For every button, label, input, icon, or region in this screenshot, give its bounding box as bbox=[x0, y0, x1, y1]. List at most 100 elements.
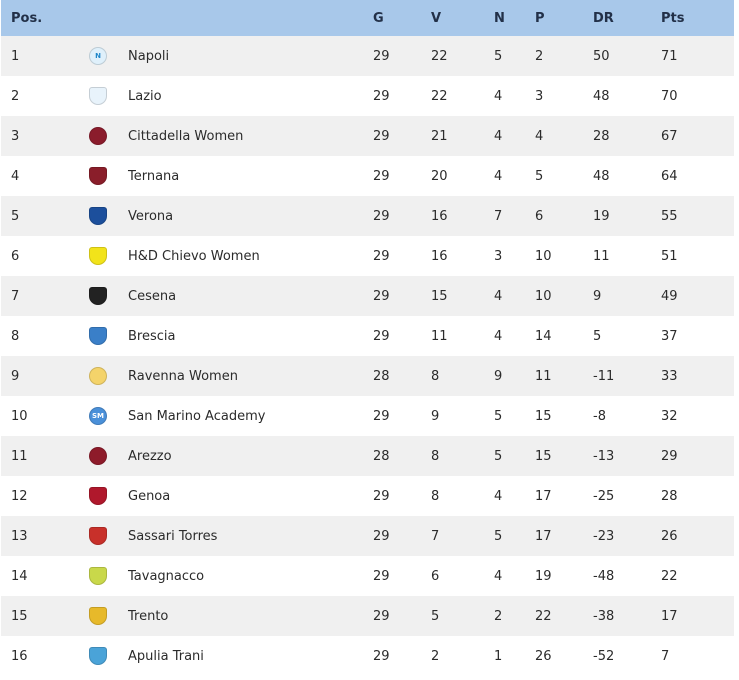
team-name[interactable]: Cittadella Women bbox=[128, 128, 244, 144]
wins-cell: 2 bbox=[431, 648, 440, 664]
team-name[interactable]: Apulia Trani bbox=[128, 648, 204, 664]
points-cell: 29 bbox=[661, 448, 678, 464]
losses-cell: 10 bbox=[535, 288, 552, 304]
apulia-trani-logo-icon bbox=[89, 647, 107, 665]
header-g: G bbox=[373, 10, 384, 26]
table-row[interactable]: 3 Cittadella Women 29 21 4 4 28 67 bbox=[1, 116, 734, 156]
position-cell: 8 bbox=[11, 328, 20, 344]
draws-cell: 4 bbox=[494, 328, 503, 344]
table-row[interactable]: 12 Genoa 29 8 4 17 -25 28 bbox=[1, 476, 734, 516]
draws-cell: 4 bbox=[494, 168, 503, 184]
chievo-logo-icon bbox=[89, 247, 107, 265]
points-cell: 55 bbox=[661, 208, 678, 224]
points-cell: 64 bbox=[661, 168, 678, 184]
table-row[interactable]: 7 Cesena 29 15 4 10 9 49 bbox=[1, 276, 734, 316]
games-cell: 29 bbox=[373, 568, 390, 584]
team-name[interactable]: Brescia bbox=[128, 328, 176, 344]
table-row[interactable]: 4 Ternana 29 20 4 5 48 64 bbox=[1, 156, 734, 196]
losses-cell: 3 bbox=[535, 88, 544, 104]
goal-difference-cell: -25 bbox=[593, 488, 615, 504]
table-row[interactable]: 11 Arezzo 28 8 5 15 -13 29 bbox=[1, 436, 734, 476]
team-logo-cell bbox=[78, 607, 118, 625]
table-row[interactable]: 6 H&D Chievo Women 29 16 3 10 11 51 bbox=[1, 236, 734, 276]
team-name[interactable]: Ternana bbox=[128, 168, 180, 184]
goal-difference-cell: -13 bbox=[593, 448, 615, 464]
goal-difference-cell: 50 bbox=[593, 48, 610, 64]
draws-cell: 5 bbox=[494, 408, 503, 424]
team-name[interactable]: Verona bbox=[128, 208, 174, 224]
wins-cell: 8 bbox=[431, 488, 440, 504]
losses-cell: 5 bbox=[535, 168, 544, 184]
goal-difference-cell: -52 bbox=[593, 648, 615, 664]
team-name[interactable]: Lazio bbox=[128, 88, 162, 104]
points-cell: 37 bbox=[661, 328, 678, 344]
losses-cell: 2 bbox=[535, 48, 544, 64]
table-body: 1 N Napoli 29 22 5 2 50 71 2 Lazio 29 22 4 3 48 70 3 Citta… bbox=[1, 36, 734, 676]
points-cell: 70 bbox=[661, 88, 678, 104]
goal-difference-cell: -38 bbox=[593, 608, 615, 624]
team-name[interactable]: Napoli bbox=[128, 48, 170, 64]
header-p: P bbox=[535, 10, 545, 26]
team-name[interactable]: Sassari Torres bbox=[128, 528, 218, 544]
position-cell: 2 bbox=[11, 88, 20, 104]
ravenna-logo-icon bbox=[89, 367, 107, 385]
team-logo-cell: SM bbox=[78, 407, 118, 425]
team-logo-cell bbox=[78, 167, 118, 185]
games-cell: 29 bbox=[373, 248, 390, 264]
team-name[interactable]: San Marino Academy bbox=[128, 408, 266, 424]
games-cell: 29 bbox=[373, 128, 390, 144]
draws-cell: 9 bbox=[494, 368, 503, 384]
table-row[interactable]: 1 N Napoli 29 22 5 2 50 71 bbox=[1, 36, 734, 76]
losses-cell: 11 bbox=[535, 368, 552, 384]
table-row[interactable]: 9 Ravenna Women 28 8 9 11 -11 33 bbox=[1, 356, 734, 396]
draws-cell: 4 bbox=[494, 488, 503, 504]
losses-cell: 15 bbox=[535, 408, 552, 424]
team-logo-cell bbox=[78, 287, 118, 305]
sassari-torres-logo-icon bbox=[89, 527, 107, 545]
table-row[interactable]: 10 SM San Marino Academy 29 9 5 15 -8 32 bbox=[1, 396, 734, 436]
verona-logo-icon bbox=[89, 207, 107, 225]
losses-cell: 10 bbox=[535, 248, 552, 264]
san-marino-logo-icon: SM bbox=[89, 407, 107, 425]
table-row[interactable]: 5 Verona 29 16 7 6 19 55 bbox=[1, 196, 734, 236]
table-row[interactable]: 2 Lazio 29 22 4 3 48 70 bbox=[1, 76, 734, 116]
table-row[interactable]: 8 Brescia 29 11 4 14 5 37 bbox=[1, 316, 734, 356]
table-row[interactable]: 14 Tavagnacco 29 6 4 19 -48 22 bbox=[1, 556, 734, 596]
team-logo-cell bbox=[78, 367, 118, 385]
team-name[interactable]: Trento bbox=[128, 608, 169, 624]
games-cell: 28 bbox=[373, 368, 390, 384]
table-row[interactable]: 15 Trento 29 5 2 22 -38 17 bbox=[1, 596, 734, 636]
draws-cell: 4 bbox=[494, 288, 503, 304]
team-name[interactable]: Ravenna Women bbox=[128, 368, 238, 384]
position-cell: 11 bbox=[11, 448, 28, 464]
table-row[interactable]: 16 Apulia Trani 29 2 1 26 -52 7 bbox=[1, 636, 734, 676]
draws-cell: 4 bbox=[494, 88, 503, 104]
points-cell: 67 bbox=[661, 128, 678, 144]
team-logo-cell: N bbox=[78, 47, 118, 65]
ternana-logo-icon bbox=[89, 167, 107, 185]
draws-cell: 5 bbox=[494, 48, 503, 64]
team-logo-cell bbox=[78, 487, 118, 505]
genoa-logo-icon bbox=[89, 487, 107, 505]
table-header: Pos. G V N P DR Pts bbox=[1, 0, 734, 36]
table-row[interactable]: 13 Sassari Torres 29 7 5 17 -23 26 bbox=[1, 516, 734, 556]
team-name[interactable]: Arezzo bbox=[128, 448, 172, 464]
position-cell: 9 bbox=[11, 368, 20, 384]
games-cell: 29 bbox=[373, 168, 390, 184]
team-name[interactable]: Tavagnacco bbox=[128, 568, 205, 584]
wins-cell: 5 bbox=[431, 608, 440, 624]
header-dr: DR bbox=[593, 10, 614, 26]
points-cell: 33 bbox=[661, 368, 678, 384]
tavagnacco-logo-icon bbox=[89, 567, 107, 585]
wins-cell: 11 bbox=[431, 328, 448, 344]
draws-cell: 4 bbox=[494, 568, 503, 584]
team-name[interactable]: Cesena bbox=[128, 288, 177, 304]
wins-cell: 20 bbox=[431, 168, 448, 184]
team-name[interactable]: H&D Chievo Women bbox=[128, 248, 260, 264]
points-cell: 71 bbox=[661, 48, 678, 64]
points-cell: 49 bbox=[661, 288, 678, 304]
draws-cell: 7 bbox=[494, 208, 503, 224]
team-name[interactable]: Genoa bbox=[128, 488, 171, 504]
team-logo-cell bbox=[78, 127, 118, 145]
